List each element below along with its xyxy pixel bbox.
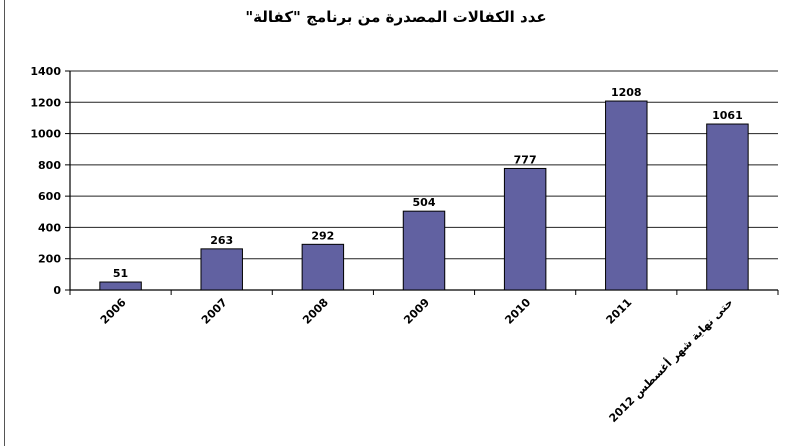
bar: [706, 123, 749, 291]
bar: [99, 281, 142, 291]
data-label: 51: [113, 267, 128, 280]
y-tick-label: 1200: [30, 96, 61, 109]
x-tick-label: 2008: [300, 296, 331, 327]
x-tick-label: 2010: [502, 296, 533, 327]
y-tick-label: 0: [53, 284, 61, 297]
bar: [402, 210, 446, 291]
bar: [605, 100, 648, 291]
y-tick-label: 1000: [30, 128, 61, 141]
data-label: 292: [311, 229, 334, 242]
x-tick-label: 2007: [199, 296, 230, 327]
x-tick-label: 2009: [401, 296, 432, 327]
bar: [301, 243, 345, 291]
x-tick-label: 2011: [604, 296, 635, 327]
y-tick-label: 200: [38, 253, 61, 266]
y-tick-label: 1400: [30, 65, 61, 78]
bar: [503, 167, 547, 291]
chart-title: عدد الكفالات المصدرة من برنامج "كفالة": [245, 8, 547, 26]
x-tick-label: 2006: [98, 296, 129, 327]
y-tick-label: 800: [38, 159, 61, 172]
y-tick-label: 600: [38, 190, 61, 203]
x-tick-label: حتى نهاية شهر أغسطس 2012: [606, 295, 736, 425]
data-label: 1061: [712, 109, 743, 122]
bar: [200, 248, 243, 291]
data-label: 777: [514, 153, 537, 166]
data-label: 504: [413, 196, 436, 209]
data-label: 1208: [611, 86, 642, 99]
y-tick-label: 400: [38, 221, 61, 234]
data-label: 263: [210, 234, 233, 247]
page-left-border: [4, 0, 5, 446]
